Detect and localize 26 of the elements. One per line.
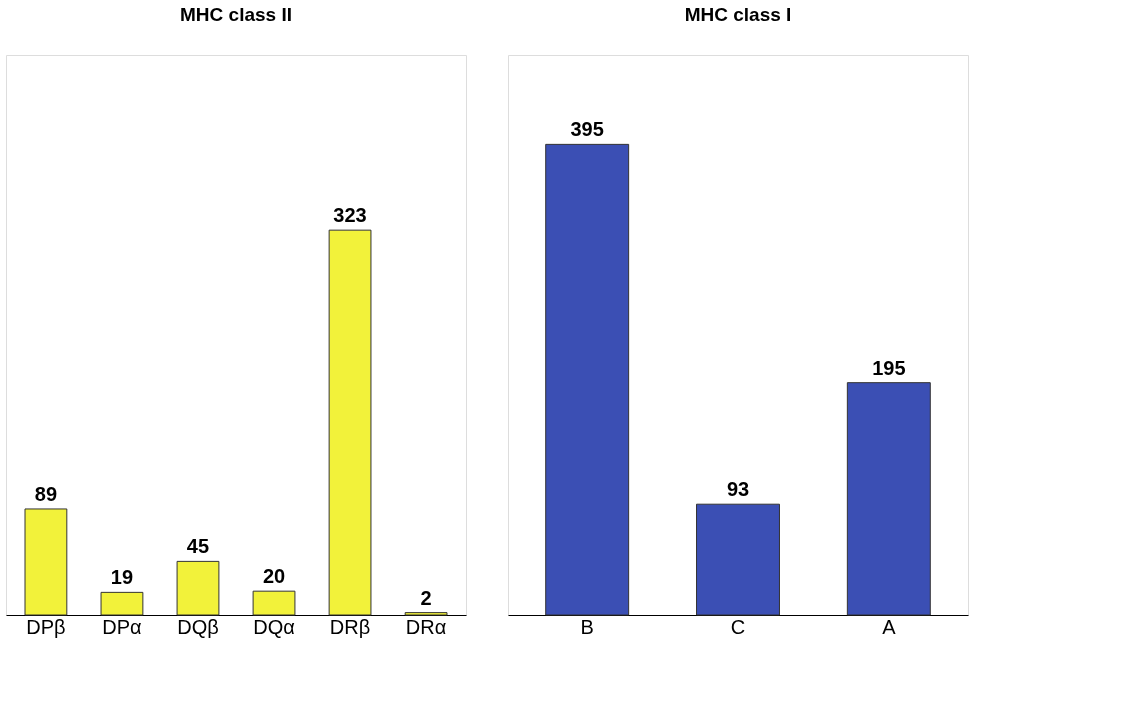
x-tick-label: A bbox=[882, 615, 897, 638]
bar bbox=[176, 560, 220, 616]
bar bbox=[404, 612, 448, 616]
x-tick-label: C bbox=[730, 615, 746, 638]
bar bbox=[328, 229, 372, 616]
x-tick-label: DPβ bbox=[26, 615, 66, 638]
x-tick-label: DRα bbox=[405, 615, 447, 638]
x-tick-label: DRβ bbox=[329, 615, 371, 638]
x-tick-label: DQβ bbox=[177, 615, 219, 638]
data-label: 93 bbox=[726, 478, 750, 501]
data-label: 323 bbox=[333, 204, 367, 227]
x-tick-label: DQα bbox=[253, 615, 295, 638]
bar bbox=[252, 590, 296, 616]
data-label: 45 bbox=[186, 535, 210, 558]
data-label: 2 bbox=[420, 586, 432, 609]
x-tick-label: DPα bbox=[102, 615, 142, 638]
data-label: 195 bbox=[872, 356, 906, 379]
data-label: 20 bbox=[262, 565, 286, 588]
data-label: 89 bbox=[34, 482, 58, 505]
bar bbox=[24, 508, 68, 616]
data-label: 395 bbox=[570, 118, 604, 141]
chart-title: MHC class I bbox=[684, 4, 792, 25]
bar bbox=[100, 591, 144, 616]
chart-title: MHC class II bbox=[180, 4, 292, 25]
x-tick-label: B bbox=[580, 615, 594, 638]
data-label: 19 bbox=[110, 566, 134, 589]
